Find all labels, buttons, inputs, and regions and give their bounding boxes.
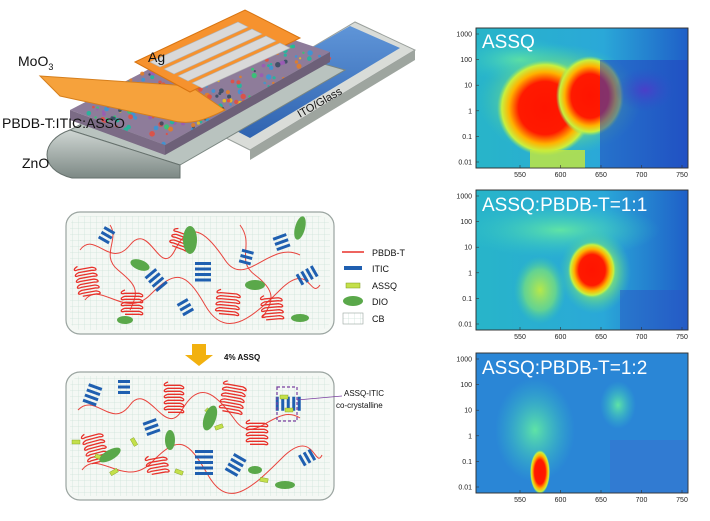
- x-tick-label: 750: [676, 334, 688, 341]
- callout-line2: co-crystalline: [336, 401, 383, 410]
- y-tick-label: 1: [468, 108, 472, 115]
- legend-cb-swatch: [342, 312, 364, 325]
- zno-curl: [46, 129, 181, 179]
- y-tick-label: 10: [464, 83, 472, 90]
- legend-assq: ASSQ: [372, 281, 397, 291]
- y-tick-label: 0.01: [458, 485, 472, 492]
- y-tick-label: 1000: [456, 357, 472, 364]
- x-tick-label: 700: [636, 172, 648, 179]
- x-tick-label: 650: [595, 172, 607, 179]
- x-tick-label: 600: [555, 172, 567, 179]
- x-tick-label: 750: [676, 497, 688, 504]
- moo3-layer: [38, 75, 226, 123]
- zno-label: ZnO: [22, 155, 49, 171]
- cocrystal-highlight-box: [276, 386, 298, 422]
- legend-pbdbt: PBDB-T: [372, 248, 406, 258]
- morphology-after: ASSQ-ITIC co-crystalline: [65, 371, 384, 501]
- map-panel-3: ASSQ:PBDB-T=1:2: [475, 352, 689, 494]
- legend-itic: ITIC: [372, 264, 389, 274]
- callout-line1: ASSQ-ITIC: [344, 389, 384, 398]
- y-tick-label: 0.1: [462, 134, 472, 141]
- process-arrow: 4% ASSQ: [185, 344, 260, 366]
- y-tick-label: 100: [460, 219, 472, 226]
- moo3-label: MoO3: [18, 53, 53, 72]
- ito-glass-side: [250, 50, 415, 160]
- legend-assq-swatch: [345, 282, 361, 289]
- y-tick-label: 10: [464, 408, 472, 415]
- device-stack: MoO3 Ag PBDB-T:ITIC:ASSO ZnO ITO/Glass: [2, 9, 417, 179]
- x-tick-label: 550: [514, 334, 526, 341]
- y-tick-label: 0.1: [462, 296, 472, 303]
- y-tick-label: 100: [460, 382, 472, 389]
- map-panel-2: ASSQ:PBDB-T=1:1: [475, 189, 689, 331]
- y-tick-label: 0.1: [462, 459, 472, 466]
- x-tick-label: 600: [555, 497, 567, 504]
- map-title-2: ASSQ:PBDB-T=1:1: [482, 195, 647, 216]
- ag-label: Ag: [148, 49, 165, 65]
- x-tick-label: 700: [636, 334, 648, 341]
- map-panel-1: ASSQ: [475, 27, 689, 169]
- legend-cb: CB: [372, 314, 385, 324]
- x-tick-label: 550: [514, 497, 526, 504]
- legend-dio-swatch: [343, 296, 363, 306]
- x-tick-label: 750: [676, 172, 688, 179]
- y-tick-label: 1000: [456, 32, 472, 39]
- morphology-before: [65, 211, 335, 335]
- callout-line: [296, 395, 343, 401]
- x-tick-label: 650: [595, 497, 607, 504]
- legend-itic-swatch: [344, 266, 362, 270]
- morphology-legend: PBDB-T ITIC ASSQ DIO CB: [342, 248, 406, 325]
- x-tick-label: 550: [514, 172, 526, 179]
- arrow-label: 4% ASSQ: [224, 353, 260, 362]
- active-layer-label: PBDB-T:ITIC:ASSO: [2, 115, 125, 131]
- down-arrow-icon: [185, 344, 213, 366]
- map-axis-ticks: 1000 100 10 1 0.1 0.01 550 600 650 700 750 1000 100 1…: [456, 32, 688, 505]
- y-tick-label: 1: [468, 433, 472, 440]
- y-tick-label: 10: [464, 245, 472, 252]
- y-tick-label: 100: [460, 57, 472, 64]
- y-tick-label: 0.01: [458, 322, 472, 329]
- y-tick-label: 1: [468, 270, 472, 277]
- y-tick-label: 0.01: [458, 160, 472, 167]
- x-tick-label: 600: [555, 334, 567, 341]
- map-title-3: ASSQ:PBDB-T=1:2: [482, 358, 647, 379]
- ag-fingers: [149, 21, 291, 89]
- y-tick-label: 1000: [456, 194, 472, 201]
- map-title-1: ASSQ: [482, 32, 535, 53]
- x-tick-label: 650: [595, 334, 607, 341]
- x-tick-label: 700: [636, 497, 648, 504]
- legend-dio: DIO: [372, 297, 388, 307]
